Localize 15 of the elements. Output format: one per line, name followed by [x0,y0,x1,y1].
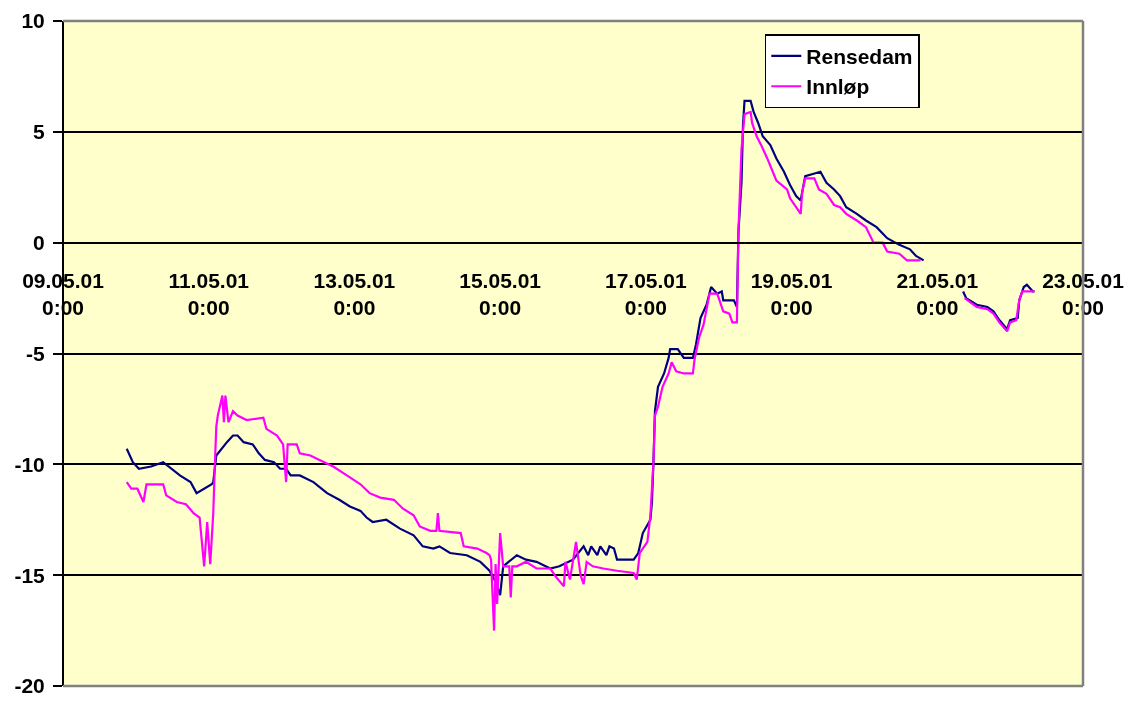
legend-label: Innløp [806,75,870,99]
x-tick-label: 21.05.01 0:00 [896,268,979,320]
x-tick-label: 11.05.01 0:00 [168,268,250,320]
y-tick-label: -20 [14,674,45,698]
x-tick-label: 13.05.01 0:00 [313,268,396,320]
y-tick-label: 10 [21,9,45,33]
y-tick-label: 5 [33,120,46,144]
y-tick-label: 0 [33,231,45,255]
legend-label: Rensedam [806,45,913,69]
x-tick-label: 15.05.01 0:00 [459,268,542,320]
x-tick-label: 17.05.01 0:00 [604,268,688,320]
y-tick-label: -10 [14,452,45,476]
y-tick-label: -5 [26,341,46,365]
y-tick-label: -15 [14,563,46,587]
x-tick-label: 19.05.01 0:00 [750,268,833,320]
